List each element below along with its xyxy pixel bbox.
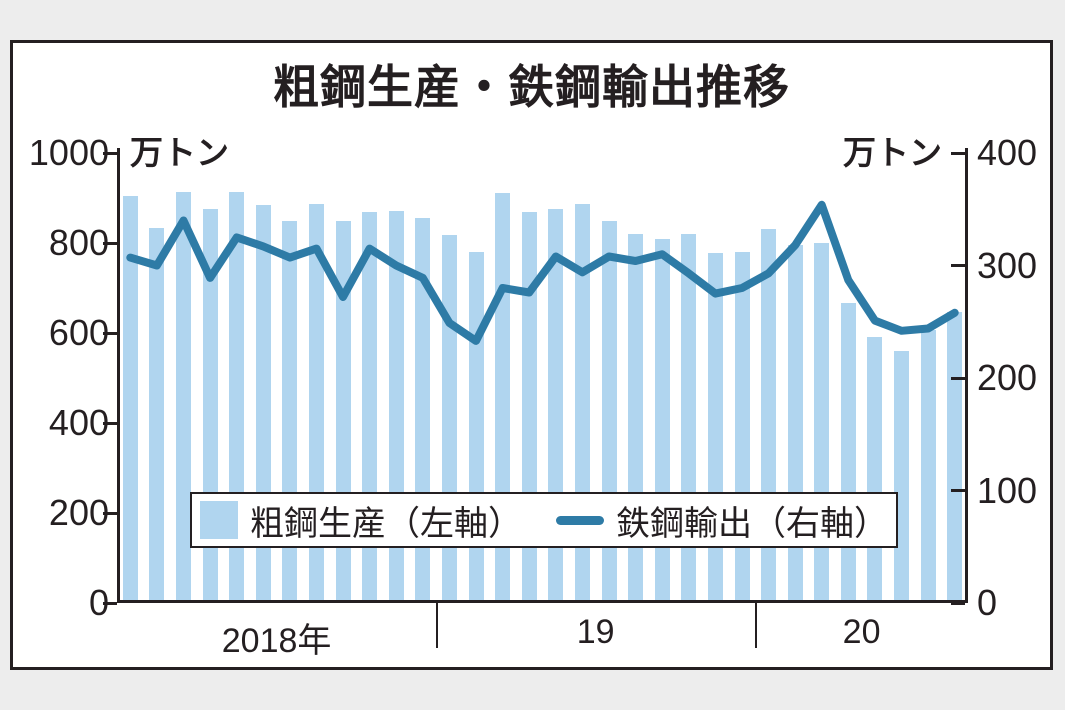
x-axis-year-label: 20 <box>842 613 881 651</box>
left-tick-mark <box>103 421 117 425</box>
chart-title: 粗鋼生産・鉄鋼輸出推移 <box>273 61 790 113</box>
legend-item-line: 鉄鋼輸出（右軸） <box>556 496 888 545</box>
left-tick-label: 600 <box>48 312 109 353</box>
left-tick-label: 200 <box>48 492 109 533</box>
right-tick-mark <box>951 376 965 380</box>
left-tick-mark <box>103 511 117 515</box>
line-legend-label: 鉄鋼輸出（右軸） <box>616 504 888 543</box>
x-axis-line <box>117 600 968 603</box>
right-tick-label: 300 <box>977 244 1038 286</box>
line-swatch-icon <box>556 515 604 525</box>
right-tick-label: 100 <box>977 469 1038 511</box>
left-tick-label: 400 <box>48 402 109 443</box>
right-tick-mark <box>951 151 965 155</box>
right-tick-label: 200 <box>977 357 1038 398</box>
left-tick-mark <box>103 151 117 155</box>
right-tick-label: 400 <box>977 132 1038 173</box>
right-tick-mark <box>951 601 965 605</box>
left-tick-label: 800 <box>48 222 109 263</box>
left-tick-mark <box>103 331 117 335</box>
bar-legend-label: 粗鋼生産（左軸） <box>250 504 522 543</box>
bar <box>947 312 963 603</box>
left-tick-mark <box>103 241 117 245</box>
legend: 粗鋼生産（左軸） 鉄鋼輸出（右軸） <box>190 492 898 548</box>
legend-item-bar: 粗鋼生産（左軸） <box>200 496 522 545</box>
bar <box>149 228 165 603</box>
right-axis-unit-label: 万トン <box>843 134 942 171</box>
left-axis-line <box>117 148 120 603</box>
bar <box>122 195 138 603</box>
bar <box>176 192 191 603</box>
left-axis-unit-label: 万トン <box>130 134 229 171</box>
line-series <box>126 200 959 345</box>
right-axis-line <box>965 148 968 603</box>
right-tick-label: 0 <box>977 582 998 623</box>
bar-swatch-icon <box>200 501 238 539</box>
x-axis-year-divider <box>436 603 439 648</box>
bar <box>920 329 936 603</box>
x-axis-year-divider <box>755 603 758 648</box>
right-tick-mark <box>951 489 965 492</box>
left-tick-mark <box>103 601 117 605</box>
x-axis-year-label: 2018年 <box>221 622 332 660</box>
right-tick-mark <box>951 264 965 267</box>
chart-figure: 粗鋼生産・鉄鋼輸出推移 万トン 万トン 0 200 400 600 800 1000 0 1… <box>10 40 1053 670</box>
left-tick-label: 1000 <box>28 132 109 173</box>
line-path <box>126 200 959 345</box>
x-axis-year-label: 19 <box>576 613 615 651</box>
left-tick-label: 0 <box>88 582 109 623</box>
